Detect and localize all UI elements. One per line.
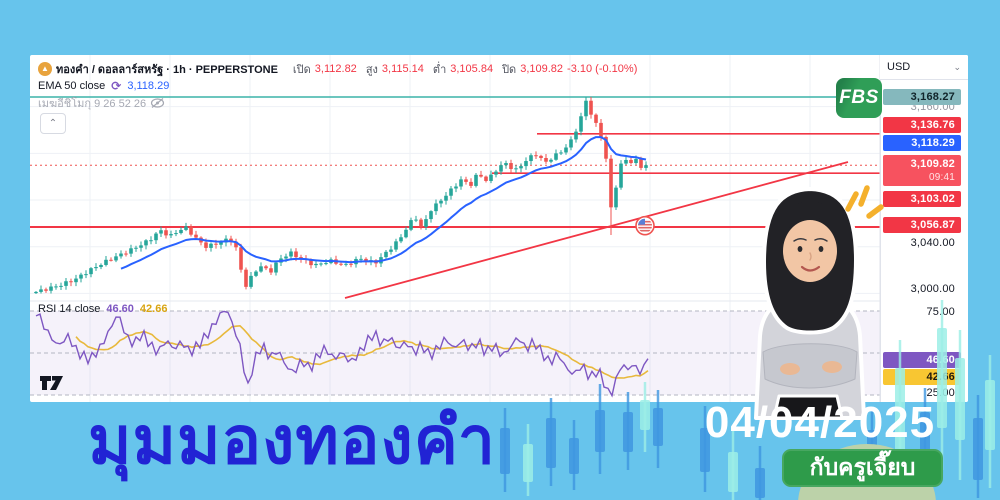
chart-legend: ▲ ทองคำ / ดอลลาร์สหรัฐ · 1h · PEPPERSTON…: [38, 60, 637, 111]
high-label: สูง: [365, 63, 378, 76]
price-label: 42.66: [883, 369, 961, 385]
decor-candle: [595, 410, 605, 452]
ichimoku-indicator-row[interactable]: เมฆอีชิโมกุ 9 26 52 26: [38, 94, 637, 111]
eye-hidden-icon[interactable]: [150, 97, 165, 109]
legend-collapse-button[interactable]: ⌃: [40, 113, 66, 134]
decor-candle: [985, 380, 995, 450]
price-label: 75.00: [926, 306, 955, 318]
loading-icon: ⟳: [111, 78, 122, 93]
low-value: 3,105.84: [450, 62, 494, 75]
price-label: 3,109.82 09:41: [883, 155, 961, 186]
price-label: 3,118.29: [883, 135, 961, 151]
open-label: เปิด: [292, 63, 311, 76]
symbol-row[interactable]: ▲ ทองคำ / ดอลลาร์สหรัฐ · 1h · PEPPERSTON…: [38, 60, 637, 77]
decor-candle: [500, 428, 510, 474]
ema-value: 3,118.29: [127, 79, 170, 92]
decor-candle: [653, 408, 663, 446]
rsi-legend-row[interactable]: RSI 14 close 46.60 42.66: [38, 303, 167, 315]
presenter-ribbon: กับครูเจี๊ยบ: [782, 449, 943, 487]
tradingview-logo[interactable]: [39, 375, 65, 391]
price-label: 3,000.00: [910, 283, 955, 295]
rsi-value: 46.60: [106, 303, 134, 315]
decor-candle: [755, 468, 765, 498]
symbol-title: ทองคำ / ดอลลาร์สหรัฐ · 1h · PEPPERSTONE: [56, 63, 278, 76]
price-label: 3,103.02: [883, 191, 961, 207]
chevron-down-icon: ⌄: [953, 61, 961, 72]
decor-candle: [728, 452, 738, 492]
page-title: มุมมองทองคำ: [88, 403, 496, 477]
ema-label: EMA 50 close: [38, 79, 106, 92]
price-label: 46.60: [883, 352, 961, 368]
rsi-line: [35, 310, 649, 398]
rsi-label: RSI 14 close: [38, 303, 101, 315]
price-label: 3,040.00: [910, 237, 955, 249]
price-label: 3,168.27: [883, 89, 961, 105]
high-value: 3,115.14: [381, 62, 424, 75]
close-value: 3,109.82: [520, 62, 564, 75]
low-label: ต่ำ: [432, 63, 447, 76]
decor-candle: [973, 418, 983, 480]
price-label: 3,056.87: [883, 217, 961, 233]
us-flag-event-icon: [635, 215, 655, 236]
tradingview-chart-panel: ▲ ทองคำ / ดอลลาร์สหรัฐ · 1h · PEPPERSTON…: [30, 55, 968, 402]
currency-label: USD: [887, 61, 911, 73]
decor-candle: [569, 438, 579, 474]
rsi-ma-line: [75, 324, 649, 379]
decor-candle: [623, 412, 633, 452]
date-text: 04/04/2025: [704, 398, 936, 447]
price-axis-labels: 3,168.27 3,160.00 3,136.76 3,118.29 3,109.82…: [880, 55, 968, 402]
currency-dropdown[interactable]: USD ⌄: [880, 55, 968, 80]
ema-indicator-row[interactable]: EMA 50 close ⟳ 3,118.29: [38, 77, 637, 94]
ema-line: [120, 136, 647, 270]
fbs-broker-logo: FBS: [836, 78, 882, 118]
price-label: 3,136.76: [883, 117, 961, 133]
open-value: 3,112.82: [314, 62, 357, 75]
change-value: -3.10 (-0.10%): [567, 62, 638, 75]
close-label: ปิด: [502, 63, 517, 76]
decor-candle: [640, 400, 650, 430]
decor-candle: [523, 444, 533, 482]
chart-plot: [30, 55, 968, 402]
gold-symbol-icon: ▲: [38, 61, 52, 76]
rsi-ma-value: 42.66: [139, 303, 168, 315]
ichimoku-label: เมฆอีชิโมกุ 9 26 52 26: [38, 97, 147, 110]
decor-candle: [546, 418, 556, 468]
